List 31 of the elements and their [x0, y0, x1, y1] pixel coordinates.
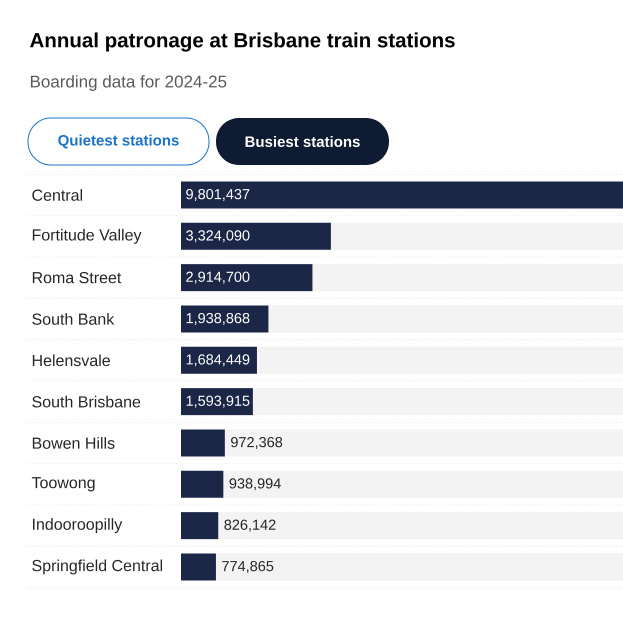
data-label: 826,142 [224, 520, 276, 532]
y-tick-label: Toowong [32, 477, 95, 492]
y-tick-label: Springfield Central [32, 559, 162, 574]
text: Busiest stations [246, 136, 360, 148]
data-label: 9,801,437 [186, 188, 250, 201]
y-tick-label: Roma Street [32, 272, 122, 284]
chart-title: Annual patronage at Brisbane train stations [30, 32, 455, 52]
y-tick-label: South Brisbane [32, 396, 140, 408]
y-tick-label: Central [32, 189, 82, 201]
bar [180, 305, 268, 332]
chart-subtitle: Boarding data for 2024-25 [30, 75, 226, 91]
bar [180, 512, 218, 540]
data-label: 938,994 [230, 478, 281, 490]
text: Quietest stations [58, 134, 179, 148]
y-tick-label: Helensvale [32, 354, 110, 366]
bar [180, 346, 257, 374]
y-tick-label: Bowen Hills [32, 437, 114, 449]
bar [180, 429, 225, 456]
y-tick-label: Fortitude Valley [32, 228, 142, 244]
y-tick-label: South Bank [32, 313, 114, 325]
y-tick-label: Indooroopilly [33, 518, 122, 534]
data-label: 774,865 [222, 560, 274, 573]
data-label: 972,368 [231, 436, 282, 449]
data-label: 1,593,915 [186, 396, 250, 408]
data-label: 1,938,868 [186, 312, 250, 325]
bar [180, 553, 216, 580]
bar [180, 388, 253, 416]
data-label: 1,684,449 [186, 354, 250, 366]
data-label: 2,914,700 [186, 272, 250, 284]
data-label: 3,324,090 [186, 230, 250, 242]
bar [180, 470, 224, 498]
